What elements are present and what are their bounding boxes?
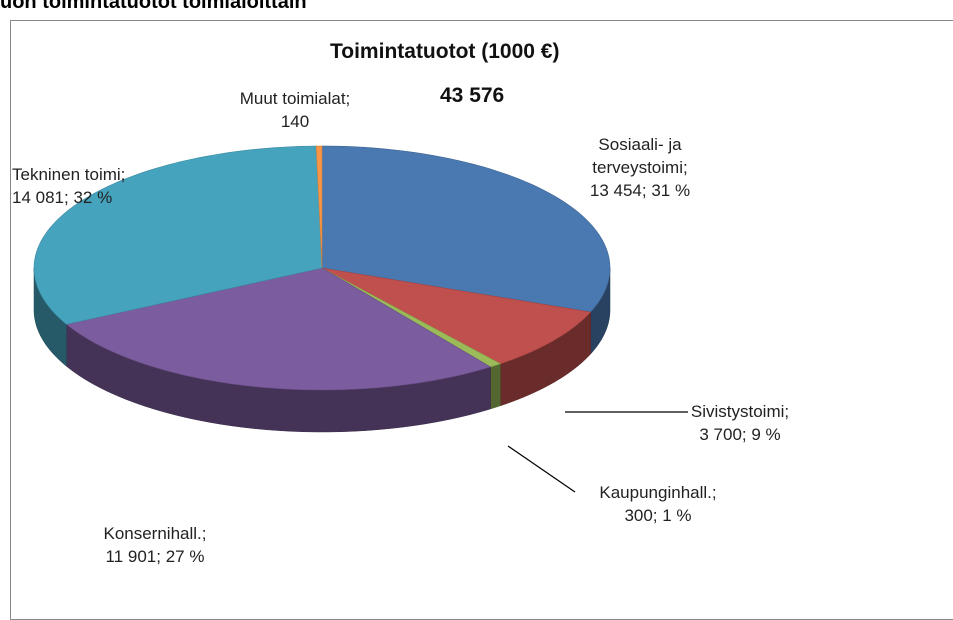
category-label: Sivistystoimi; (690, 402, 790, 421)
value-label: 3 700; 9 % (699, 425, 781, 444)
value-label: 140 (280, 112, 310, 131)
slice-label: Konsernihall.; 11 901; 27 % (80, 522, 230, 568)
category-label: Kaupunginhall.; (599, 483, 717, 502)
category-label: Muut toimialat; (239, 89, 351, 108)
slice-top (65, 267, 492, 391)
slice-label: Sosiaali- ja terveystoimi; 13 454; 31 % (570, 133, 710, 202)
chart-subtitle: 43 576 (440, 84, 505, 107)
value-label: 13 454; 31 % (589, 181, 691, 200)
chart (33, 145, 688, 493)
slice-top (33, 145, 323, 325)
chart-title: Toimintatuotot (1000 €) (330, 40, 560, 63)
category-label: Konsernihall.; (103, 524, 207, 543)
slice-label: Tekninen toimi; 14 081; 32 % (12, 163, 202, 209)
value-label: 14 081; 32 % (12, 188, 113, 207)
leader-line (507, 445, 576, 493)
slice-top (321, 145, 611, 313)
page-heading: uon toimintatuotot toimialoittain (0, 0, 307, 13)
pie-slice (315, 145, 323, 269)
slice-label: Muut toimialat; 140 (210, 87, 380, 133)
slice-top (315, 145, 323, 269)
value-label: 11 901; 27 % (105, 547, 205, 566)
slice-label: Sivistystoimi; 3 700; 9 % (680, 400, 800, 446)
category-label: Sosiaali- ja terveystoimi; (592, 135, 688, 177)
category-label: Tekninen toimi; (12, 165, 126, 184)
pie-slice (33, 145, 323, 367)
pie-slice (321, 145, 611, 355)
slice-label: Kaupunginhall.; 300; 1 % (578, 481, 738, 527)
pie-slice (321, 267, 592, 407)
slice-top (321, 267, 592, 365)
slice-side (490, 363, 501, 410)
value-label: 300; 1 % (624, 506, 692, 525)
